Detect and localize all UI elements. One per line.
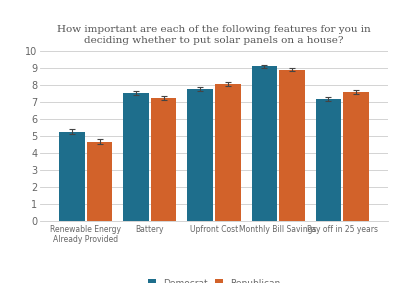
Bar (59, 132, 85, 221)
Bar (279, 70, 305, 221)
Title: How important are each of the following features for you in
deciding whether to : How important are each of the following … (57, 25, 371, 45)
Bar (87, 142, 112, 221)
Bar (123, 93, 149, 221)
Bar (151, 98, 176, 221)
Bar (215, 84, 240, 221)
Bar (252, 66, 277, 221)
Bar (188, 89, 213, 221)
Legend: Democrat, Republican: Democrat, Republican (145, 276, 283, 283)
Bar (316, 99, 341, 221)
Bar (343, 92, 369, 221)
